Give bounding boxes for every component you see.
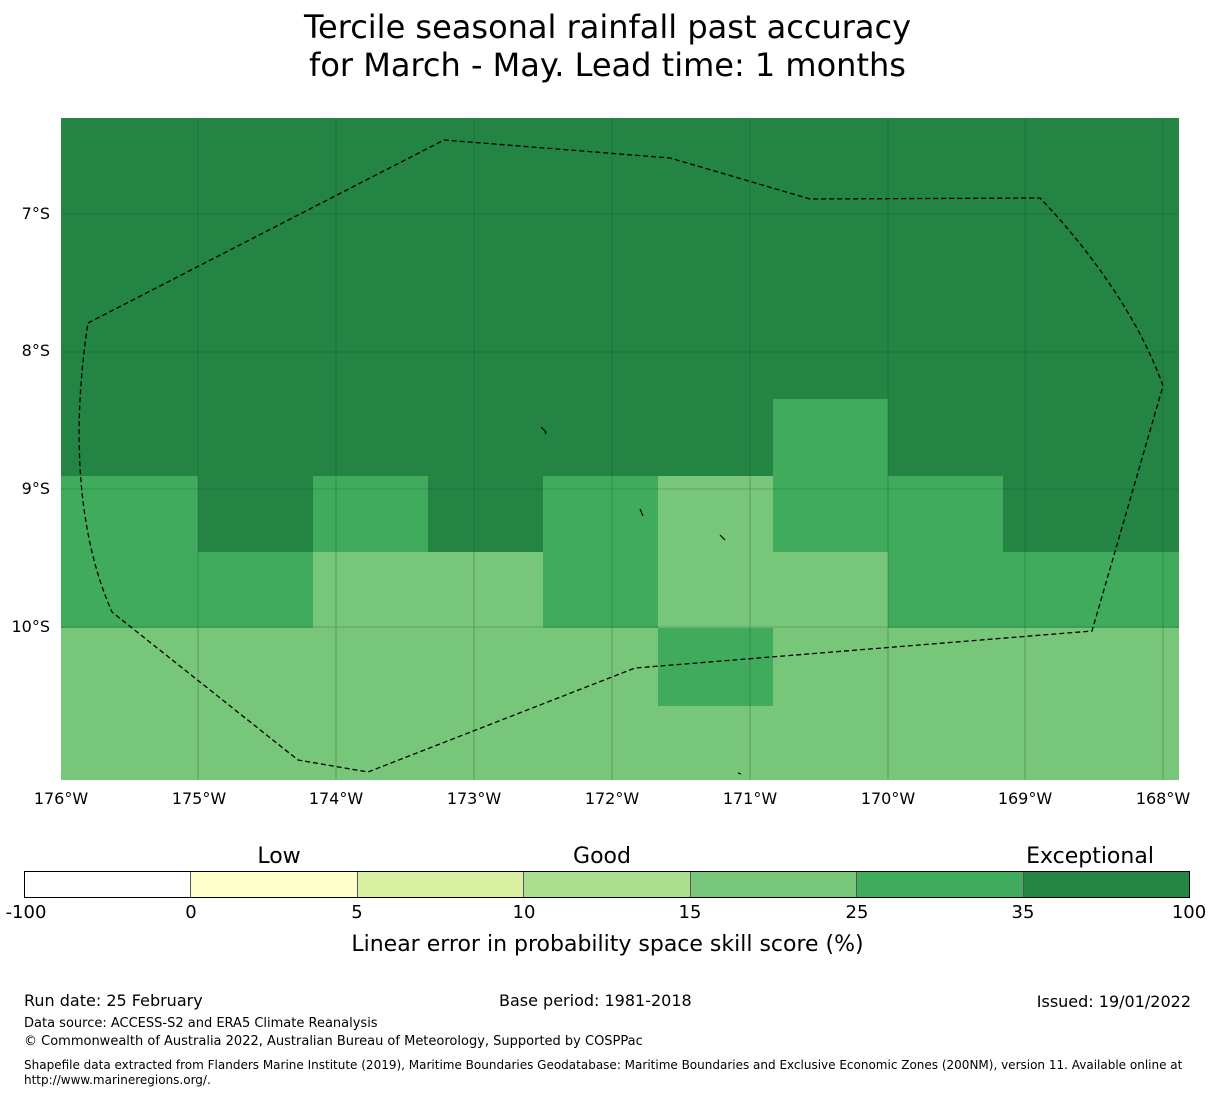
map-title-line1: Tercile seasonal rainfall past accuracy	[303, 8, 912, 46]
eez-boundary	[78, 139, 1164, 773]
lat-label-10s: 10°S	[11, 617, 50, 636]
colorbar	[24, 871, 1190, 898]
colorbar-category-good: Good	[573, 844, 631, 869]
colorbar-tick: 5	[351, 902, 363, 923]
skill-cell-exceptional	[428, 476, 543, 552]
colorbar-segment	[25, 872, 192, 897]
skill-cell-very-good	[1003, 552, 1179, 628]
skill-grid-cells	[61, 118, 1179, 780]
lat-label-7s: 7°S	[21, 204, 50, 223]
lon-label-176w: 176°W	[33, 789, 89, 808]
skill-cell-exceptional	[198, 476, 313, 552]
skill-cell-very-good	[658, 628, 773, 706]
colorbar-category-exceptional: Exceptional	[1026, 844, 1154, 869]
lat-label-8s: 8°S	[21, 341, 50, 360]
copyright: © Commonwealth of Australia 2022, Austra…	[24, 1034, 643, 1049]
skill-cell-very-good	[773, 399, 888, 552]
lon-label-169w: 169°W	[997, 789, 1053, 808]
skill-cell-very-good	[198, 552, 313, 628]
island-2	[639, 508, 644, 517]
skill-cell-exceptional	[61, 118, 1179, 476]
run-date: Run date: 25 February	[24, 991, 203, 1010]
skill-cell-good	[773, 552, 888, 628]
skill-cell-very-good	[61, 476, 198, 628]
lon-label-168w: 168°W	[1135, 789, 1191, 808]
colorbar-segment	[191, 872, 358, 897]
issued-date: Issued: 19/01/2022	[1036, 992, 1191, 1011]
data-source: Data source: ACCESS-S2 and ERA5 Climate …	[24, 1016, 378, 1031]
colorbar-tick: 25	[845, 902, 869, 923]
skill-map	[61, 118, 1179, 780]
skill-cell-good	[313, 552, 543, 628]
graticule	[61, 118, 1179, 780]
colorbar-category-low: Low	[257, 844, 301, 869]
island-4	[737, 772, 742, 775]
colorbar-segment	[690, 872, 858, 897]
island-1	[540, 426, 547, 435]
skill-cell-very-good	[313, 476, 428, 552]
lon-label-175w: 175°W	[171, 789, 227, 808]
colorbar-tick: 100	[1171, 902, 1207, 923]
lat-label-9s: 9°S	[21, 479, 50, 498]
colorbar-segment	[357, 872, 525, 897]
colorbar-tick: 15	[678, 902, 702, 923]
colorbar-tick: 35	[1011, 902, 1035, 923]
colorbar-segment	[524, 872, 691, 897]
colorbar-tick: -100	[5, 902, 47, 923]
lon-label-170w: 170°W	[860, 789, 916, 808]
colorbar-segment	[857, 872, 1024, 897]
map-title-line2: for March - May. Lead time: 1 months	[309, 46, 906, 84]
skill-cell-very-good	[888, 476, 1003, 628]
island-3	[719, 534, 726, 541]
lon-label-174w: 174°W	[308, 789, 364, 808]
colorbar-label: Linear error in probability space skill …	[351, 932, 864, 957]
skill-cell-good	[658, 476, 773, 628]
skill-cell-exceptional	[1003, 476, 1179, 552]
base-period: Base period: 1981-2018	[499, 991, 692, 1010]
skill-cell-very-good	[543, 476, 658, 628]
lon-label-171w: 171°W	[722, 789, 778, 808]
colorbar-segment	[1023, 872, 1189, 897]
lon-label-173w: 173°W	[446, 789, 502, 808]
colorbar-tick: 10	[512, 902, 536, 923]
shapefile-credit: Shapefile data extracted from Flanders M…	[24, 1058, 1183, 1072]
lon-label-172w: 172°W	[584, 789, 640, 808]
skill-cell-good	[61, 628, 1179, 780]
shapefile-url: http://www.marineregions.org/.	[24, 1073, 211, 1087]
colorbar-tick: 0	[185, 902, 197, 923]
